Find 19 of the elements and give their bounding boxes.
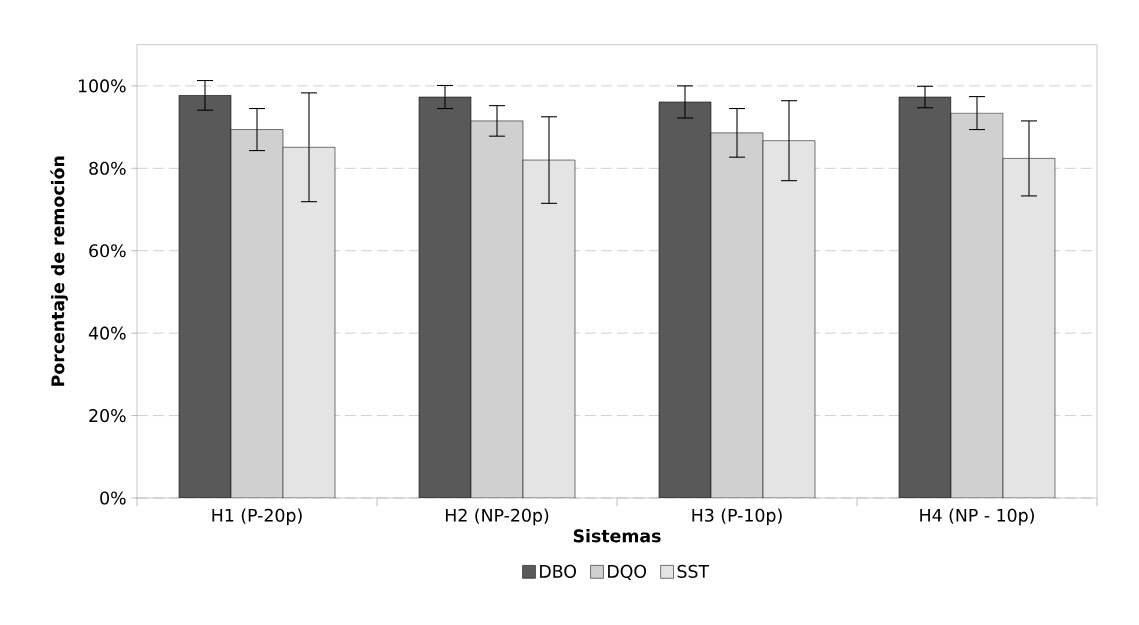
bar (762, 140, 816, 498)
y-tick-label: 60% (89, 244, 126, 258)
x-tick-label: H3 (P-10p) (692, 508, 782, 526)
y-axis-title: Porcentaje de remoción (50, 156, 68, 386)
y-tick-label: 0% (100, 491, 126, 505)
bar (522, 159, 576, 498)
bar (1002, 158, 1056, 498)
x-tick-label: H4 (NP - 10p) (920, 508, 1034, 526)
y-tick-label: 100% (78, 79, 126, 93)
legend-label: SST (677, 564, 710, 578)
legend-label: DBO (540, 564, 576, 578)
y-tick-label: 80% (89, 161, 126, 175)
x-tick-label: H1 (P-20p) (212, 508, 302, 526)
x-axis-title: Sistemas (573, 528, 661, 543)
legend-label: DQO (608, 564, 647, 580)
y-tick-label: 40% (88, 326, 126, 340)
y-tick-label: 20% (89, 409, 126, 423)
x-tick-label: H2 (NP-20p) (445, 508, 549, 526)
bar (282, 147, 336, 498)
